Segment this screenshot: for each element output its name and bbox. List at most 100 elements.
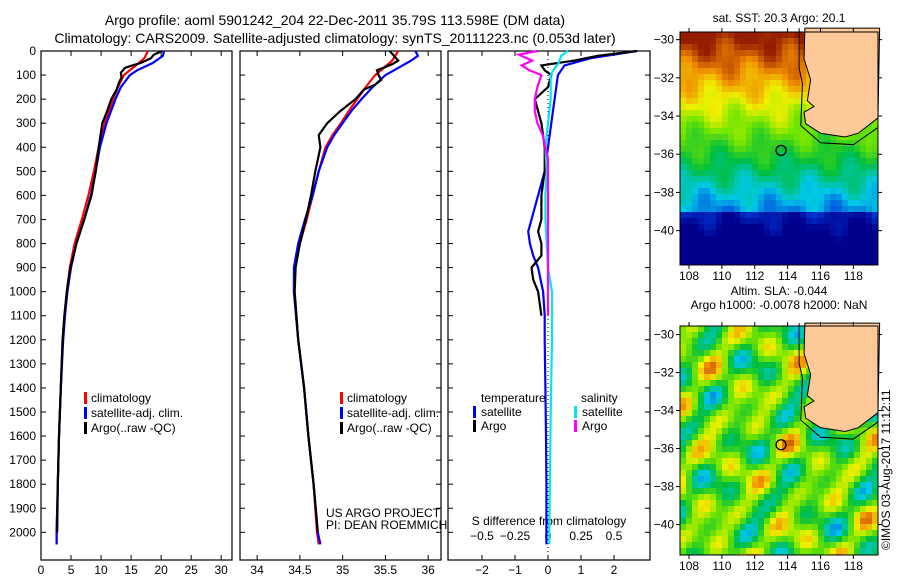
map-cell bbox=[794, 446, 800, 452]
map-cell bbox=[758, 218, 764, 224]
y-tick-label: 1900 bbox=[9, 501, 36, 515]
map-cell bbox=[848, 248, 854, 254]
map-cell bbox=[692, 224, 698, 230]
map-cell bbox=[728, 344, 734, 350]
map-cell bbox=[734, 218, 740, 224]
map-cell bbox=[698, 32, 704, 38]
lat-tick-label: −32 bbox=[654, 366, 675, 380]
map-cell bbox=[686, 86, 692, 92]
map-cell bbox=[740, 236, 746, 242]
map-cell bbox=[782, 68, 788, 74]
map-cell bbox=[728, 206, 734, 212]
map-cell bbox=[686, 452, 692, 458]
map-cell bbox=[716, 326, 722, 332]
map-cell bbox=[686, 416, 692, 422]
map-cell bbox=[806, 236, 812, 242]
y-tick-label: 1600 bbox=[9, 429, 36, 443]
map-cell bbox=[698, 512, 704, 518]
y-tick-label: 1200 bbox=[9, 333, 36, 347]
map-cell bbox=[842, 548, 848, 554]
map-cell bbox=[842, 476, 848, 482]
map-cell bbox=[704, 548, 710, 554]
map-cell bbox=[698, 350, 704, 356]
map-cell bbox=[704, 194, 710, 200]
map-cell bbox=[860, 152, 866, 158]
map-cell bbox=[830, 212, 836, 218]
map-cell bbox=[752, 338, 758, 344]
map-cell bbox=[752, 218, 758, 224]
map-cell bbox=[740, 548, 746, 554]
map-cell bbox=[800, 254, 806, 260]
map-cell bbox=[776, 422, 782, 428]
map-cell bbox=[710, 380, 716, 386]
map-cell bbox=[788, 362, 794, 368]
x-tick-label: 36 bbox=[421, 563, 435, 577]
map-cell bbox=[872, 548, 878, 554]
map-cell bbox=[776, 56, 782, 62]
map-cell bbox=[698, 104, 704, 110]
map-cell bbox=[764, 350, 770, 356]
map-cell bbox=[788, 350, 794, 356]
map-cell bbox=[800, 434, 806, 440]
map-cell bbox=[722, 422, 728, 428]
map-cell bbox=[686, 68, 692, 74]
map-cell bbox=[854, 206, 860, 212]
map-cell bbox=[746, 380, 752, 386]
map-cell bbox=[818, 428, 824, 434]
map-cell bbox=[776, 134, 782, 140]
map-cell bbox=[860, 422, 866, 428]
map-cell bbox=[752, 38, 758, 44]
map-cell bbox=[722, 200, 728, 206]
map-cell bbox=[770, 518, 776, 524]
map-cell bbox=[860, 476, 866, 482]
map-cell bbox=[722, 152, 728, 158]
map-cell bbox=[734, 458, 740, 464]
map-cell bbox=[752, 386, 758, 392]
map-cell bbox=[830, 254, 836, 260]
map-cell bbox=[800, 50, 806, 56]
map-cell bbox=[812, 212, 818, 218]
x-tick-label: 35 bbox=[336, 563, 350, 577]
map-cell bbox=[848, 188, 854, 194]
map-cell bbox=[758, 458, 764, 464]
map-cell bbox=[692, 518, 698, 524]
map-cell bbox=[842, 506, 848, 512]
map-cell bbox=[782, 92, 788, 98]
map-cell bbox=[782, 86, 788, 92]
map-cell bbox=[842, 536, 848, 542]
series-t-satellite bbox=[527, 49, 638, 545]
map-cell bbox=[740, 344, 746, 350]
map-cell bbox=[758, 344, 764, 350]
map-cell bbox=[746, 116, 752, 122]
map-cell bbox=[830, 188, 836, 194]
map-cell bbox=[728, 506, 734, 512]
map-cell bbox=[788, 122, 794, 128]
map-cell bbox=[830, 542, 836, 548]
map-cell bbox=[698, 146, 704, 152]
map-cell bbox=[872, 170, 878, 176]
map-cell bbox=[722, 470, 728, 476]
map-cell bbox=[860, 434, 866, 440]
map-cell bbox=[692, 242, 698, 248]
map-cell bbox=[722, 74, 728, 80]
map-cell bbox=[728, 140, 734, 146]
map-cell bbox=[728, 488, 734, 494]
map-cell bbox=[686, 248, 692, 254]
map-cell bbox=[872, 188, 878, 194]
map-cell bbox=[758, 32, 764, 38]
map-cell bbox=[866, 236, 872, 242]
map-cell bbox=[680, 434, 686, 440]
map-cell bbox=[794, 236, 800, 242]
map-cell bbox=[728, 410, 734, 416]
x2-tick-label: 0 bbox=[545, 529, 552, 543]
map-cell bbox=[686, 134, 692, 140]
map-cell bbox=[710, 452, 716, 458]
map-cell bbox=[836, 476, 842, 482]
map-cell bbox=[686, 194, 692, 200]
map-cell bbox=[782, 374, 788, 380]
map-cell bbox=[782, 254, 788, 260]
map-cell bbox=[842, 158, 848, 164]
map-cell bbox=[722, 416, 728, 422]
map-cell bbox=[704, 476, 710, 482]
map-cell bbox=[710, 158, 716, 164]
